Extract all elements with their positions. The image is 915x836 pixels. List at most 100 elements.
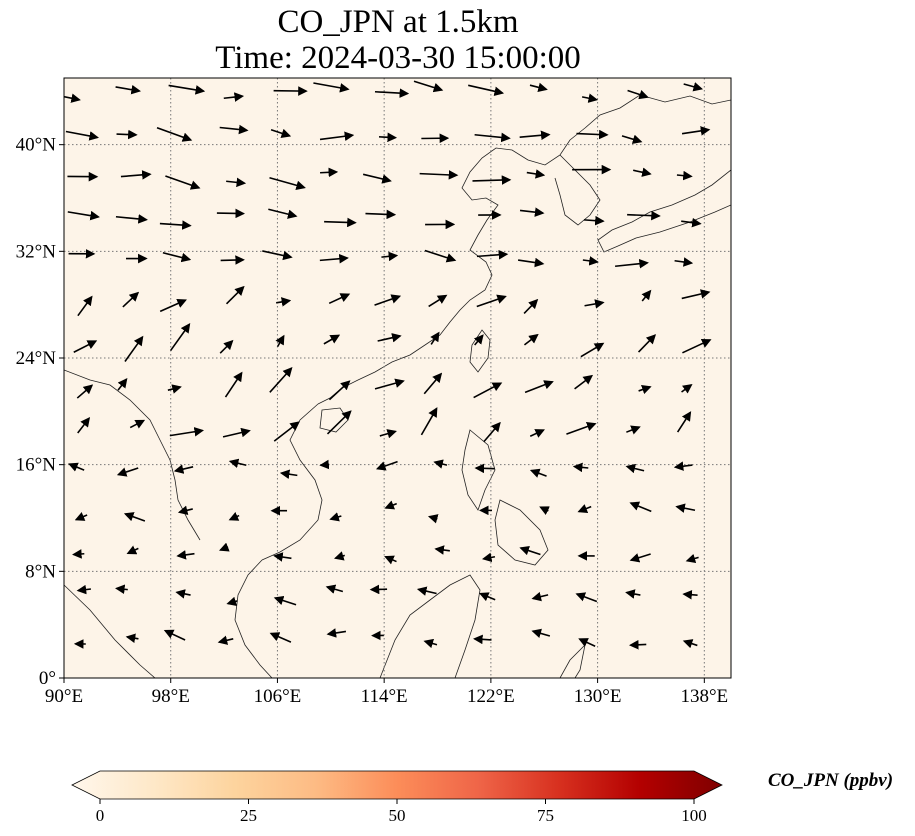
wind-arrow	[226, 177, 247, 188]
wind-arrow	[625, 589, 641, 599]
wind-arrow	[115, 214, 148, 224]
wind-arrow	[433, 459, 448, 469]
wind-arrow	[577, 504, 592, 513]
wind-arrow	[629, 553, 651, 563]
wind-arrow	[65, 130, 99, 141]
wind-arrow	[472, 175, 512, 185]
wind-arrow	[681, 289, 711, 300]
wind-arrow	[362, 173, 392, 184]
coastline-sumatra	[64, 584, 156, 678]
wind-arrow	[279, 469, 298, 479]
wind-arrow	[379, 132, 398, 143]
wind-arrow	[626, 425, 641, 435]
wind-arrow	[531, 628, 551, 638]
wind-arrow	[73, 340, 98, 353]
coastline-taiwan	[469, 329, 491, 373]
wind-arrow	[165, 175, 201, 190]
wind-arrow	[319, 459, 330, 470]
wind-arrow	[273, 421, 300, 442]
wind-arrow	[168, 84, 206, 95]
wind-arrow	[228, 458, 247, 468]
wind-arrow	[519, 207, 545, 217]
wind-arrow	[320, 167, 339, 178]
wind-arrow	[377, 333, 402, 343]
wind-arrow	[539, 506, 550, 516]
wind-arrow	[572, 462, 589, 473]
wind-arrow	[169, 426, 205, 437]
wind-arrow	[627, 89, 649, 100]
wind-arrow	[674, 257, 694, 267]
wind-arrow	[641, 289, 652, 302]
wind-arrow	[384, 500, 397, 510]
wind-arrow	[124, 335, 144, 362]
wind-arrow	[682, 639, 698, 649]
wind-arrow	[163, 629, 186, 641]
wind-arrow	[116, 467, 139, 477]
wind-arrow	[583, 215, 605, 226]
wind-arrow	[329, 512, 342, 522]
wind-arrow	[430, 331, 440, 345]
wind-arrow	[524, 380, 554, 394]
wind-arrow	[323, 334, 341, 345]
wind-arrow	[615, 258, 649, 269]
wind-arrow	[474, 132, 511, 143]
coastline-malaysia	[234, 559, 273, 678]
wind-arrow	[76, 384, 94, 399]
colorbar-bar	[71, 770, 723, 800]
wind-arrow	[319, 253, 349, 264]
wind-arrow	[129, 419, 146, 429]
wind-arrow	[474, 463, 495, 474]
wind-arrow	[273, 552, 292, 562]
wind-arrow	[72, 549, 85, 559]
colorbar-tick-label: 25	[240, 806, 257, 825]
wind-arrow	[420, 407, 438, 436]
lat-tick-label: 0°	[39, 668, 56, 689]
wind-arrow	[276, 297, 292, 307]
wind-arrow	[262, 250, 293, 261]
wind-arrow	[681, 383, 693, 394]
wind-arrow	[473, 634, 492, 645]
wind-arrow	[676, 170, 693, 181]
wind-arrow	[219, 339, 234, 354]
wind-arrow	[77, 295, 93, 317]
wind-arrow	[173, 464, 194, 474]
lon-tick-label: 90°E	[45, 686, 83, 707]
coastline-luzon	[461, 429, 496, 511]
wind-arrow	[628, 639, 647, 650]
wind-arrow	[423, 638, 438, 649]
wind-arrow	[685, 553, 699, 564]
wind-arrow	[531, 591, 549, 602]
wind-arrow	[268, 208, 298, 219]
wind-arrow	[176, 550, 195, 560]
colorbar-tick-label: 75	[537, 806, 554, 825]
lon-axis: 90°E 98°E 106°E 114°E 122°E 130°E 138°E	[45, 678, 728, 707]
wind-arrow	[578, 638, 596, 647]
lat-axis: 0° 8°N 16°N 24°N 32°N 40°N	[16, 135, 64, 689]
wind-arrow	[159, 299, 187, 313]
wind-arrow	[381, 251, 399, 262]
wind-arrow	[269, 176, 306, 190]
wind-arrow	[224, 371, 243, 398]
colorbar-ticks: 0 25 50 75 100	[96, 799, 707, 825]
wind-arrow	[473, 334, 484, 346]
wind-arrow	[156, 126, 193, 142]
wind-arrow	[529, 468, 547, 478]
wind-arrow	[365, 209, 397, 220]
wind-arrow	[334, 551, 346, 561]
wind-arrow	[313, 82, 350, 93]
wind-arrow	[629, 501, 652, 513]
wind-arrow	[122, 291, 140, 308]
wind-arrow	[375, 460, 398, 471]
wind-arrow	[273, 595, 297, 606]
wind-arrow	[676, 411, 692, 433]
wind-arrow	[125, 633, 139, 643]
wind-arrow	[476, 294, 507, 308]
wind-arrow	[225, 285, 245, 305]
wind-arrow	[478, 592, 496, 602]
wind-arrow	[519, 546, 541, 556]
lon-tick-label: 106°E	[254, 686, 302, 707]
map-title: CO_JPN at 1.5km	[277, 4, 519, 40]
lat-tick-label: 32°N	[16, 241, 57, 262]
lon-tick-label: 138°E	[680, 686, 728, 707]
